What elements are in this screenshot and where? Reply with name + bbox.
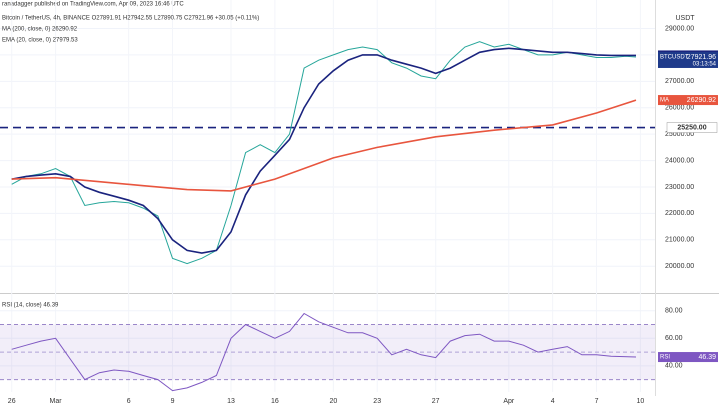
legend-line: Bitcoin / TetherUS, 4h, BINANCE O27891.9… <box>2 16 259 22</box>
x-tick-label: 4 <box>551 398 555 405</box>
x-tick-label: 16 <box>271 398 279 405</box>
price-tag-value: 46.39 <box>698 354 716 361</box>
x-tick-label: 13 <box>227 398 235 405</box>
legend-line: MA (200, close, 0) 26290.92 <box>2 27 78 33</box>
x-tick-label: Mar <box>50 398 63 405</box>
series-line <box>11 312 637 392</box>
y-tick-label: 60.00 <box>665 335 683 342</box>
price-tag-name: RSI <box>660 355 670 361</box>
y-tick-label: 25000.00 <box>665 131 694 138</box>
x-tick-label: 27 <box>432 398 440 405</box>
y-tick-label: 80.00 <box>665 308 683 315</box>
y-tick-label: 24000.00 <box>665 157 694 164</box>
level-tag <box>666 122 718 133</box>
price-tag-countdown: 03:13:54 <box>693 62 717 68</box>
x-tick-label: 23 <box>373 398 381 405</box>
y-tick-label: 27000.00 <box>665 78 694 85</box>
x-tick-label: Apr <box>503 398 515 405</box>
y-tick-label: 21000.00 <box>665 237 694 244</box>
legend-line: RSI (14, close) 46.39 <box>2 303 59 309</box>
x-tick-label: 9 <box>171 398 175 405</box>
y-tick-label: 22000.00 <box>665 210 694 217</box>
y-tick-label: 40.00 <box>665 363 683 370</box>
axis-unit: USDT <box>675 15 695 22</box>
series-line <box>11 41 637 265</box>
x-tick-label: 6 <box>127 398 131 405</box>
y-tick-label: 26000.00 <box>665 105 694 112</box>
level-tag-label: 25250.00 <box>677 124 706 131</box>
x-tick-label: 10 <box>636 398 644 405</box>
series-line <box>11 99 637 192</box>
price-tag <box>658 352 718 363</box>
header: ranadagger published on TradingView.com,… <box>2 2 184 8</box>
x-tick-label: 26 <box>8 398 16 405</box>
price-tag <box>658 51 718 68</box>
price-tag-value: 26290.92 <box>687 97 716 104</box>
price-tag-name: MA <box>660 98 669 104</box>
price-tag-name: BTCUSDT <box>660 55 689 61</box>
y-tick-label: 29000.00 <box>665 25 694 32</box>
x-tick-label: 20 <box>329 398 337 405</box>
legend-line: EMA (20, close, 0) 27979.53 <box>2 38 78 44</box>
y-tick-label: 23000.00 <box>665 184 694 191</box>
x-tick-label: 7 <box>595 398 599 405</box>
series-line <box>11 47 636 254</box>
y-tick-label: 20000.00 <box>665 263 694 270</box>
price-tag <box>658 95 718 106</box>
price-tag-value: 27921.96 <box>687 54 716 61</box>
